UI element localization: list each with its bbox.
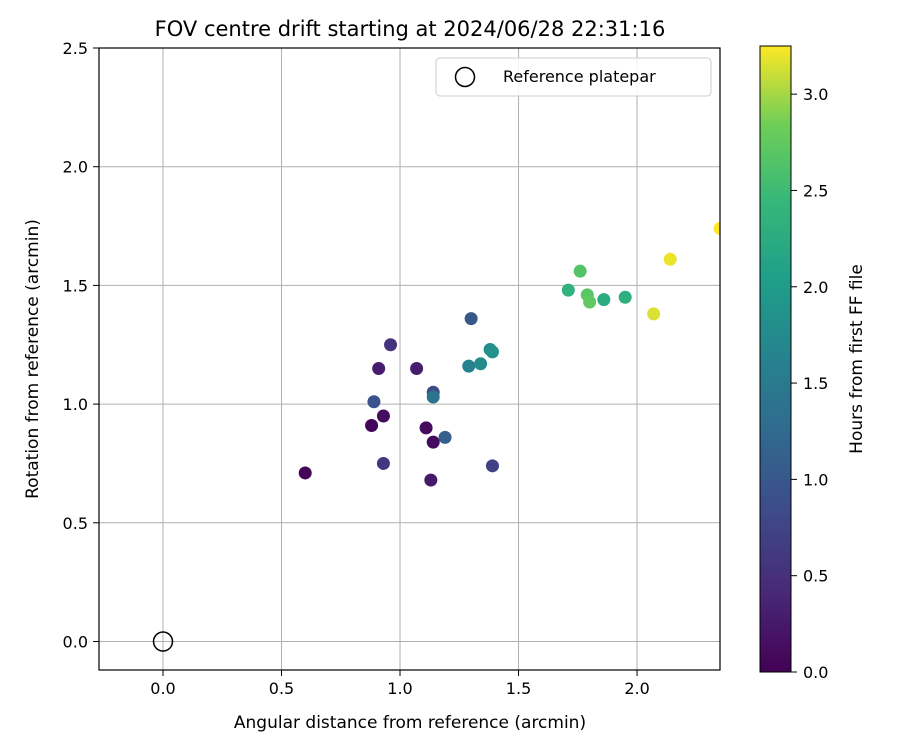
colorbar-ticks: 0.0 0.5 1.0 1.5 2.0 2.5 3.0 bbox=[791, 85, 828, 682]
legend-box bbox=[435, 57, 712, 97]
y-axis-label: Rotation from reference (arcmin) bbox=[23, 219, 43, 499]
colorbar-label: Hours from first FF file bbox=[847, 264, 867, 454]
plot-frame bbox=[98, 47, 721, 671]
grid bbox=[99, 47, 720, 670]
scatter-point bbox=[298, 466, 312, 480]
scatter-point bbox=[485, 345, 499, 359]
y-tick-label: 1.0 bbox=[63, 395, 88, 414]
scatter-point bbox=[419, 421, 433, 435]
legend-marker-open-circle bbox=[454, 66, 476, 88]
scatter-point bbox=[485, 459, 499, 473]
scatter-point bbox=[647, 307, 661, 321]
scatter-point bbox=[573, 264, 587, 278]
scatter-point bbox=[663, 252, 677, 266]
y-tick-label: 2.5 bbox=[63, 39, 88, 58]
colorbar-tick-label: 0.0 bbox=[803, 663, 828, 682]
scatter-point bbox=[365, 418, 379, 432]
x-tick-label: 1.0 bbox=[387, 679, 412, 698]
y-tick-label: 2.0 bbox=[63, 158, 88, 177]
x-tick-label: 0.5 bbox=[269, 679, 294, 698]
scatter-point bbox=[583, 295, 597, 309]
scatter-point bbox=[367, 395, 381, 409]
legend: Reference platepar bbox=[435, 57, 712, 97]
colorbar-tick-label: 2.0 bbox=[803, 278, 828, 297]
colorbar-tick-label: 1.0 bbox=[803, 470, 828, 489]
y-tick-label: 1.5 bbox=[63, 276, 88, 295]
colorbar: 0.0 0.5 1.0 1.5 2.0 2.5 3.0 Hours from first F… bbox=[759, 45, 867, 682]
y-tick-label: 0.0 bbox=[63, 633, 88, 652]
scatter-point bbox=[424, 473, 438, 487]
scatter-point bbox=[713, 221, 720, 235]
colorbar-tick-label: 2.5 bbox=[803, 181, 828, 200]
scatter-point bbox=[597, 293, 611, 307]
scatter-point bbox=[561, 283, 575, 297]
legend-label: Reference platepar bbox=[503, 67, 656, 86]
scatter-point bbox=[376, 456, 390, 470]
y-tick-label: 0.5 bbox=[63, 514, 88, 533]
x-axis-ticks: 0.0 0.5 1.0 1.5 2.0 bbox=[150, 670, 650, 698]
scatter-points bbox=[298, 221, 720, 487]
scatter-point bbox=[618, 290, 632, 304]
colorbar-tick-label: 3.0 bbox=[803, 85, 828, 104]
scatter-point bbox=[376, 409, 390, 423]
scatter-point bbox=[426, 390, 440, 404]
scatter-point bbox=[410, 361, 424, 375]
x-tick-label: 0.0 bbox=[150, 679, 175, 698]
scatter-point bbox=[438, 430, 452, 444]
scatter-point bbox=[372, 361, 386, 375]
y-axis-ticks: 0.0 0.5 1.0 1.5 2.0 2.5 bbox=[63, 39, 99, 652]
colorbar-tick-label: 1.5 bbox=[803, 374, 828, 393]
x-tick-label: 1.5 bbox=[506, 679, 531, 698]
chart-title: FOV centre drift starting at 2024/06/28 … bbox=[155, 17, 666, 41]
scatter-point bbox=[474, 357, 488, 371]
scatter-point bbox=[426, 435, 440, 449]
colorbar-gradient bbox=[759, 45, 792, 673]
reference-platepar-marker bbox=[152, 631, 174, 652]
scatter-point bbox=[464, 312, 478, 326]
x-tick-label: 2.0 bbox=[624, 679, 649, 698]
x-axis-label: Angular distance from reference (arcmin) bbox=[234, 713, 586, 733]
scatter-point bbox=[462, 359, 476, 373]
scatter-point bbox=[384, 338, 398, 352]
colorbar-tick-label: 0.5 bbox=[803, 567, 828, 586]
